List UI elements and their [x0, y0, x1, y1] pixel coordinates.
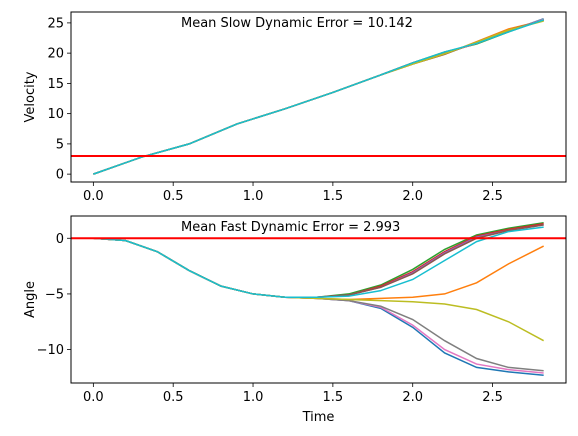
x-tick-label: 0.0 [83, 390, 104, 405]
y-tick-label: 25 [47, 16, 64, 31]
angle-subplot: 0.0 0.5 1.0 1.5 2.0 2.5 0 −5 −10 Angle Time Mean Fa… [23, 215, 567, 425]
y-tick-label: −10 [37, 343, 64, 358]
x-tick-label: 2.0 [402, 189, 423, 204]
x-tick-label: 2.5 [482, 189, 503, 204]
axes-frame [70, 215, 567, 384]
y-tick-label: −5 [45, 287, 64, 302]
y-tick-label: 5 [56, 137, 64, 152]
x-tick-label: 1.5 [323, 390, 344, 405]
x-axis-label: Time [302, 410, 335, 425]
y-axis-label: Velocity [23, 71, 38, 122]
y-tick-label: 20 [47, 47, 64, 62]
series-line-10 [93, 226, 544, 299]
axes-frame [70, 11, 567, 183]
plot-area [71, 221, 566, 376]
y-tick-label: 10 [47, 107, 64, 122]
x-tick-label: 2.5 [482, 390, 503, 405]
x-tick-label: 0.5 [163, 390, 184, 405]
x-tick-label: 1.0 [243, 189, 264, 204]
y-tick-label: 0 [56, 168, 64, 183]
y-tick-label: 15 [47, 77, 64, 92]
error-annotation: Mean Fast Dynamic Error = 2.993 [181, 220, 400, 235]
error-annotation: Mean Slow Dynamic Error = 10.142 [181, 16, 413, 31]
y-axis-label: Angle [23, 281, 38, 318]
x-tick-label: 1.0 [243, 390, 264, 405]
x-tick-label: 0.5 [163, 189, 184, 204]
y-tick-label: 0 [56, 232, 64, 247]
velocity-subplot: 0.0 0.5 1.0 1.5 2.0 2.5 0 5 10 15 20 25 Velocity Mean… [23, 11, 567, 204]
x-tick-label: 0.0 [83, 189, 104, 204]
x-tick-label: 2.0 [402, 390, 423, 405]
series-line-10 [93, 19, 544, 175]
plot-area [71, 17, 566, 175]
x-tick-label: 1.5 [323, 189, 344, 204]
